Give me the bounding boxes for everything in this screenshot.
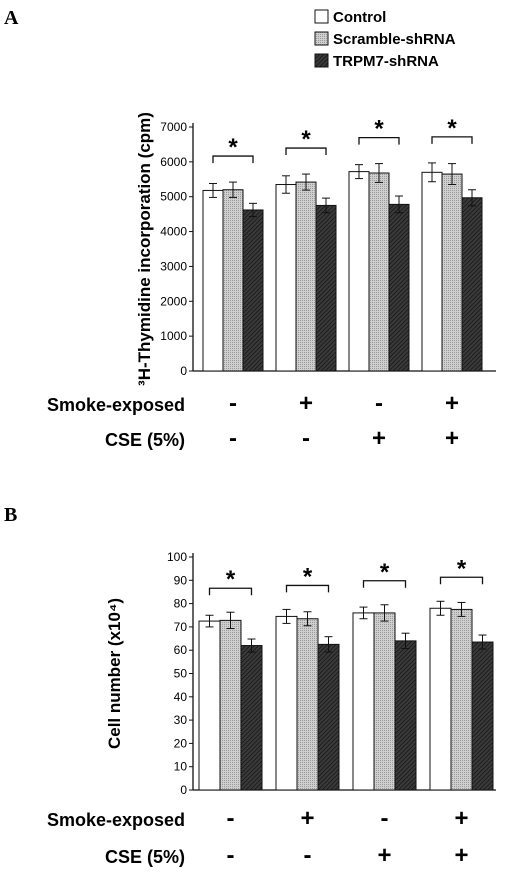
bar-g4-s1 xyxy=(421,171,443,372)
significance-bracket xyxy=(431,136,473,144)
cse-label: CSE (5%) xyxy=(105,430,185,450)
y-tick-label: 7000 xyxy=(160,120,187,134)
y-tick-label: 4000 xyxy=(160,225,187,239)
y-tick-label: 20 xyxy=(174,736,188,750)
y-tick-label: 6000 xyxy=(160,155,187,169)
legend-label-0: Control xyxy=(333,9,386,26)
cse-sign: + xyxy=(372,425,386,452)
bar-g2-s2 xyxy=(296,618,319,791)
y-tick-label: 40 xyxy=(174,690,188,704)
bar-g2-s1 xyxy=(275,615,298,791)
y-tick-label: 50 xyxy=(174,667,188,681)
bar-g1-s1 xyxy=(202,189,224,372)
significance-bracket xyxy=(212,155,254,164)
panel-a-letter: A xyxy=(4,7,19,29)
smoke-sign: + xyxy=(454,805,468,832)
smoke-sign: - xyxy=(227,805,235,832)
cse-sign: - xyxy=(302,425,310,452)
y-axis-title: Cell number (x10⁴) xyxy=(105,598,124,749)
significance-star: * xyxy=(374,116,384,143)
significance-bracket xyxy=(362,580,407,588)
y-tick-label: 5000 xyxy=(160,190,187,204)
y-tick-label: 0 xyxy=(180,364,187,378)
bar-g2-s3 xyxy=(315,204,337,372)
significance-star: * xyxy=(457,555,467,582)
bar-g1-s1 xyxy=(198,620,221,791)
cse-sign: - xyxy=(304,842,312,869)
smoke-sign: - xyxy=(381,805,389,832)
y-tick-label: 60 xyxy=(174,643,188,657)
cse-sign: + xyxy=(445,425,459,452)
significance-bracket xyxy=(285,147,327,156)
y-tick-label: 2000 xyxy=(160,294,187,308)
panel-b-letter: B xyxy=(4,504,17,526)
cse-sign: + xyxy=(454,842,468,869)
y-tick-label: 10 xyxy=(174,760,188,774)
legend-label-1: Scramble-shRNA xyxy=(333,31,456,48)
bar-g4-s1 xyxy=(429,607,452,791)
legend-swatch-0 xyxy=(314,9,329,24)
bar-g1-s3 xyxy=(240,645,263,791)
y-tick-label: 100 xyxy=(167,550,187,564)
smoke-sign: - xyxy=(229,390,237,417)
smoke-sign: + xyxy=(445,390,459,417)
significance-star: * xyxy=(447,115,457,142)
bar-g3-s3 xyxy=(394,640,417,791)
bar-g3-s1 xyxy=(352,612,375,791)
bar-g3-s1 xyxy=(348,171,370,372)
bar-g3-s2 xyxy=(368,172,390,372)
cse-sign: + xyxy=(377,842,391,869)
significance-star: * xyxy=(303,563,313,590)
significance-star: * xyxy=(228,134,238,161)
significance-star: * xyxy=(380,559,390,586)
y-axis-title: ³H-Thymidine incorporation (cpm) xyxy=(135,112,154,386)
y-tick-label: 80 xyxy=(174,597,188,611)
bar-g1-s2 xyxy=(222,189,244,372)
cse-sign: - xyxy=(229,425,237,452)
smoke-sign: + xyxy=(299,390,313,417)
y-tick-label: 70 xyxy=(174,620,188,634)
legend-swatch-2 xyxy=(314,53,329,68)
y-tick-label: 0 xyxy=(180,783,187,797)
smoke-exposed-label: Smoke-exposed xyxy=(47,810,185,830)
y-tick-label: 30 xyxy=(174,713,188,727)
bar-g2-s1 xyxy=(275,184,297,372)
bar-g4-s3 xyxy=(461,197,483,372)
y-tick-label: 90 xyxy=(174,573,188,587)
legend: Control Scramble-shRNA TRPM7-shRNA xyxy=(314,9,456,70)
cse-label: CSE (5%) xyxy=(105,847,185,867)
significance-bracket xyxy=(285,584,330,593)
bar-g1-s2 xyxy=(219,619,242,791)
significance-star: * xyxy=(226,566,236,593)
y-tick-label: 3000 xyxy=(160,259,187,273)
significance-star: * xyxy=(301,126,311,153)
cse-sign: - xyxy=(227,842,235,869)
significance-bracket xyxy=(439,576,484,585)
panel-a-chart: 0 1000 2000 3000 4000 5000 6000 7000 ³H-Thymidin… xyxy=(47,112,496,452)
y-tick-label: 1000 xyxy=(160,329,187,343)
bar-g4-s3 xyxy=(471,641,494,791)
significance-bracket xyxy=(208,587,253,596)
panel-b-chart: 0 10 20 30 40 50 60 70 80 90 100 Cell number (x10⁴)… xyxy=(47,550,496,869)
smoke-sign: - xyxy=(375,390,383,417)
legend-label-2: TRPM7-shRNA xyxy=(333,53,439,70)
bar-g3-s2 xyxy=(373,612,396,791)
significance-bracket xyxy=(358,136,400,145)
smoke-exposed-label: Smoke-exposed xyxy=(47,395,185,415)
bar-g1-s3 xyxy=(242,209,264,372)
smoke-sign: + xyxy=(300,805,314,832)
bar-g4-s2 xyxy=(450,608,473,791)
bar-g3-s3 xyxy=(388,203,410,372)
bar-g2-s3 xyxy=(317,643,340,791)
legend-swatch-1 xyxy=(314,31,329,46)
bar-g4-s2 xyxy=(441,173,463,372)
bar-g2-s2 xyxy=(295,181,317,372)
